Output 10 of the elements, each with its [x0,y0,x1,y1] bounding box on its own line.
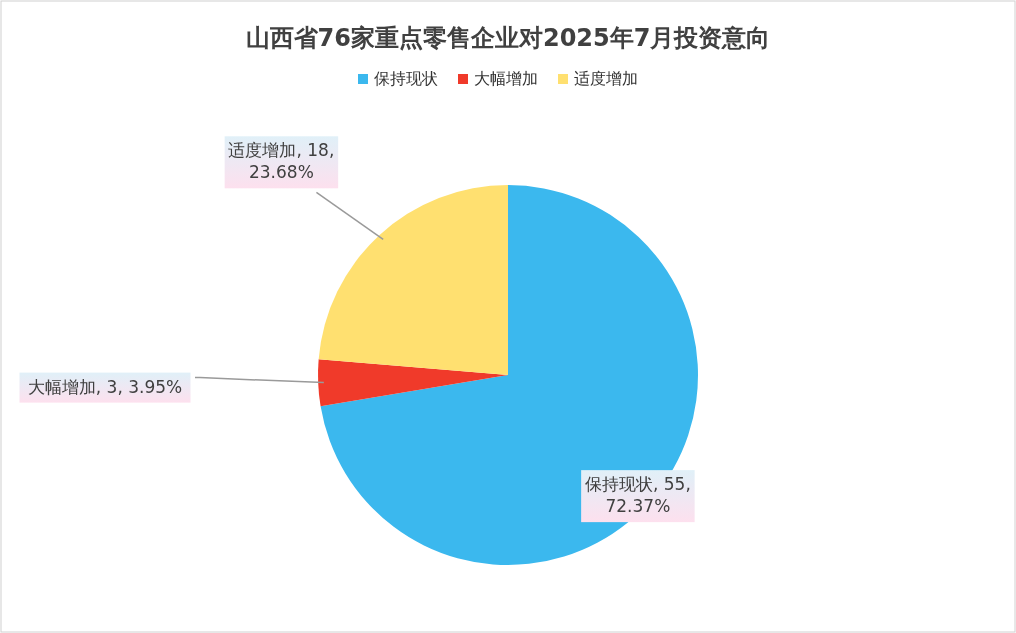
data-label: 保持现状, 55, 72.37% [584,474,691,517]
pie-slice [318,359,508,407]
legend-label: 适度增加 [574,69,638,88]
pie-slice [318,185,508,375]
data-label: 适度增加, 18, 23.68% [228,140,335,183]
data-label: 大幅增加, 3, 3.95% [27,376,183,397]
legend-label: 保持现状 [374,69,438,88]
legend-label: 大幅增加 [474,69,538,88]
chart-title: 山西省76家重点零售企业对2025年7月投资意向 [245,24,771,52]
pie-slice [320,185,698,565]
